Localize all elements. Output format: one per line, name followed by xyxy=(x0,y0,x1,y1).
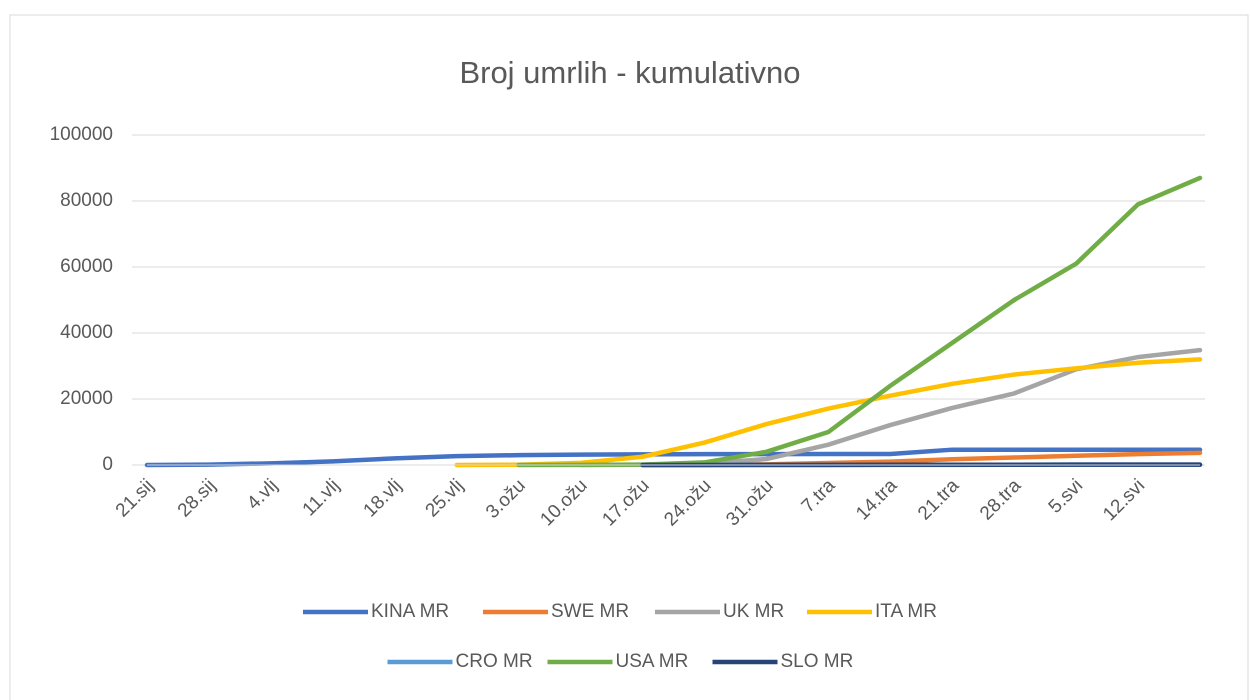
y-tick-label: 40000 xyxy=(60,322,113,343)
legend-label: SLO MR xyxy=(781,651,854,672)
y-tick-label: 80000 xyxy=(60,190,113,211)
legend-label: USA MR xyxy=(616,651,689,672)
y-tick-label: 0 xyxy=(102,454,113,475)
legend-label: ITA MR xyxy=(875,601,937,622)
legend-label: SWE MR xyxy=(551,601,629,622)
legend-label: KINA MR xyxy=(371,601,449,622)
legend-label: UK MR xyxy=(723,601,784,622)
series-line xyxy=(144,447,1203,468)
y-tick-label: 20000 xyxy=(60,388,113,409)
y-tick-label: 60000 xyxy=(60,256,113,277)
chart-title: Broj umrlih - kumulativno xyxy=(459,55,800,90)
legend-label: CRO MR xyxy=(456,651,533,672)
chart-border xyxy=(9,14,1249,700)
y-tick-label: 100000 xyxy=(50,124,113,145)
